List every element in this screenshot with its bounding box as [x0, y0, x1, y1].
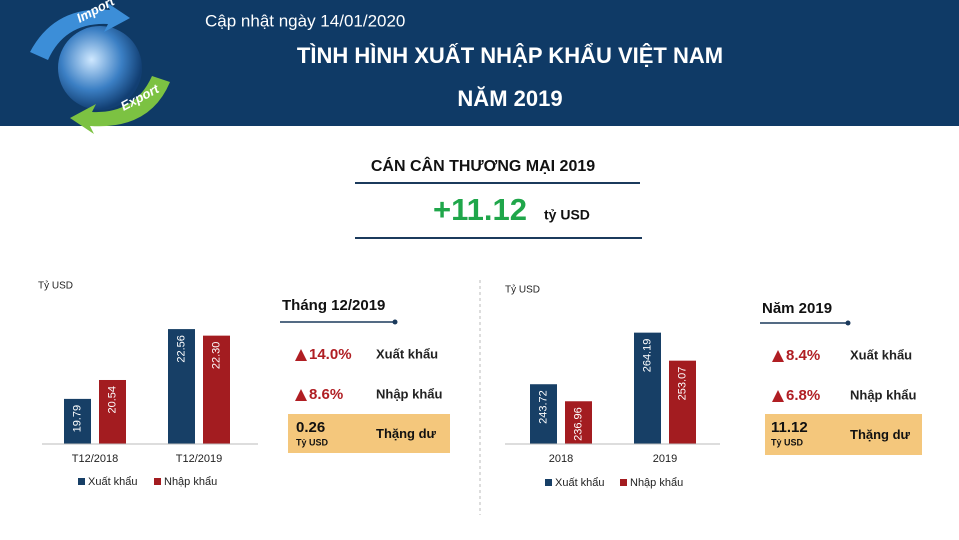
title: NĂM 2019 [457, 86, 562, 111]
legend-swatch [620, 479, 627, 486]
change-label: Nhập khẩu [850, 387, 917, 402]
legend-label: Xuất khẩu [555, 477, 605, 489]
value-label: 253.07 [676, 367, 688, 401]
y-axis-label: Tỷ USD [38, 280, 73, 292]
change-label: Nhập khẩu [376, 386, 443, 401]
bar [634, 332, 661, 444]
update-date: Cập nhật ngày 14/01/2020 [205, 11, 405, 30]
change-value: 14.0% [309, 346, 352, 363]
surplus-value: 11.12 [771, 419, 808, 436]
balance-title: CÁN CÂN THƯƠNG MẠI 2019 [371, 156, 595, 175]
surplus-unit: Tỷ USD [771, 437, 804, 447]
change-value: 8.4% [786, 347, 820, 364]
balance-value: +11.12 [433, 192, 527, 227]
bar [530, 384, 557, 444]
change-value: 6.8% [786, 387, 820, 404]
up-triangle [295, 389, 307, 401]
y-axis-label: Tỷ USD [505, 284, 540, 296]
bar [565, 401, 592, 444]
legend-swatch [78, 478, 85, 485]
x-tick-label: 2019 [653, 453, 677, 465]
surplus-box [765, 414, 922, 455]
change-label: Xuất khẩu [850, 347, 912, 362]
bar [203, 335, 230, 444]
x-tick-label: T12/2018 [72, 453, 118, 465]
surplus-box [288, 414, 450, 453]
x-tick-label: 2018 [549, 453, 573, 465]
bar [168, 329, 195, 444]
legend-label: Xuất khẩu [88, 476, 138, 488]
legend-swatch [545, 479, 552, 486]
bar [669, 360, 696, 444]
value-label: 264.19 [641, 339, 653, 373]
surplus-unit: Tỷ USD [296, 437, 329, 447]
x-tick-label: T12/2019 [176, 453, 222, 465]
header-band [0, 0, 959, 126]
surplus-label: Thặng dư [850, 427, 911, 442]
surplus-value: 0.26 [296, 419, 325, 436]
legend-label: Nhập khẩu [164, 476, 217, 488]
panel-title: Năm 2019 [762, 300, 832, 317]
legend-swatch [154, 478, 161, 485]
value-label: 22.56 [175, 335, 187, 363]
value-label: 243.72 [537, 390, 549, 424]
value-label: 236.96 [572, 407, 584, 441]
panel-dot [392, 319, 398, 325]
panel-dot [845, 320, 851, 326]
up-triangle [772, 350, 784, 362]
value-label: 22.30 [210, 342, 222, 370]
value-label: 20.54 [106, 386, 118, 414]
panel-title: Tháng 12/2019 [282, 297, 385, 314]
value-label: 19.79 [71, 405, 83, 433]
up-triangle [772, 390, 784, 402]
up-triangle [295, 349, 307, 361]
bar [64, 398, 91, 444]
bar [99, 379, 126, 444]
change-value: 8.6% [309, 386, 343, 403]
legend-label: Nhập khẩu [630, 477, 683, 489]
title: TÌNH HÌNH XUẤT NHẬP KHẨU VIỆT NAM [297, 43, 723, 68]
balance-unit: tỷ USD [544, 207, 590, 223]
surplus-label: Thặng dư [376, 426, 437, 441]
change-label: Xuất khẩu [376, 346, 438, 361]
